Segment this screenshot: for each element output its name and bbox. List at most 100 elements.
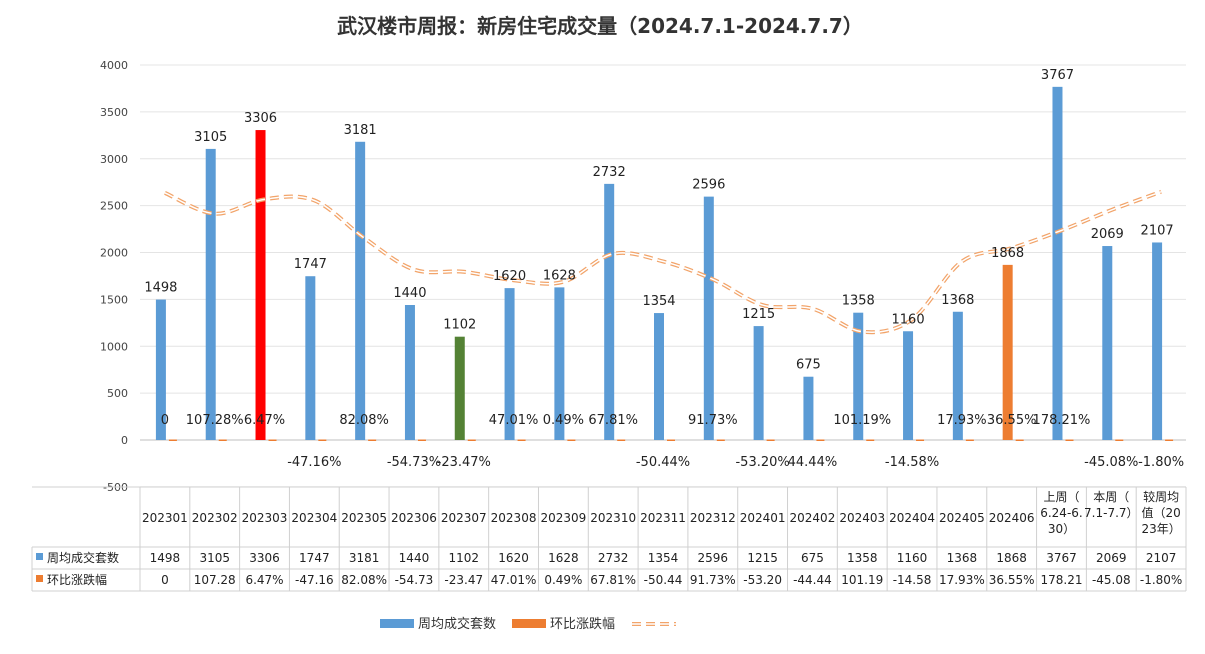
- bar: [803, 376, 814, 440]
- table-header-cell: 6.24-6.: [1040, 506, 1083, 520]
- legend-label: 周均成交套数: [418, 616, 496, 632]
- y-tick-label: 3500: [100, 106, 128, 119]
- table-cell: 1358: [847, 551, 878, 565]
- bar: [305, 276, 316, 440]
- pct-label: -45.08%: [1084, 455, 1138, 470]
- pct-bar: [1165, 439, 1174, 441]
- pct-bar: [1065, 439, 1074, 441]
- bar: [1152, 242, 1163, 440]
- value-label: 1620: [493, 269, 526, 284]
- table-header-cell: 202309: [540, 511, 586, 525]
- table-header-cell: 202311: [640, 511, 686, 525]
- pct-bar: [268, 439, 277, 441]
- table-cell: -53.20: [743, 573, 782, 587]
- bar: [1002, 264, 1013, 440]
- table-cell: 91.73%: [690, 573, 736, 587]
- table-header-cell: 7.1-7.7）: [1084, 506, 1139, 520]
- y-tick-label: 2500: [100, 200, 128, 213]
- table-cell: 1628: [548, 551, 579, 565]
- pct-label: 178.21%: [1033, 413, 1091, 428]
- table-cell: -23.47: [444, 573, 483, 587]
- pct-label: 107.28%: [186, 413, 244, 428]
- y-tick-label: 500: [107, 387, 128, 400]
- pct-label: 47.01%: [489, 413, 539, 428]
- table-cell: 0: [161, 573, 169, 587]
- value-label: 1440: [393, 286, 426, 301]
- table-cell: 1215: [747, 551, 778, 565]
- pct-label: -14.58%: [885, 455, 939, 470]
- table-header-cell: 202305: [341, 511, 387, 525]
- table-cell: -1.80%: [1140, 573, 1182, 587]
- bar: [654, 313, 664, 440]
- pct-label: 0.49%: [543, 413, 584, 428]
- table-cell: 1368: [947, 551, 978, 565]
- trendline-group: [164, 189, 1162, 335]
- pct-bar: [1015, 439, 1024, 441]
- table-header-cell: 值（20: [1141, 505, 1180, 520]
- value-label: 1747: [294, 257, 327, 272]
- y-tick-label: 4000: [100, 59, 128, 72]
- y-tick-label: 3000: [100, 153, 128, 166]
- value-label: 3105: [194, 130, 227, 145]
- value-label: 1628: [543, 268, 576, 283]
- pct-label: 101.19%: [833, 413, 891, 428]
- value-label: 2069: [1091, 227, 1124, 242]
- bar: [1052, 86, 1063, 440]
- bar: [155, 299, 166, 440]
- pct-label: -50.44%: [636, 455, 690, 470]
- legend-swatch: [380, 619, 414, 628]
- row-label: 周均成交套数: [47, 550, 119, 565]
- value-label: 3181: [344, 123, 377, 138]
- table-cell: 2596: [698, 551, 729, 565]
- bar: [504, 288, 515, 440]
- pct-bar: [168, 439, 177, 441]
- pct-label: 17.93%: [937, 413, 987, 428]
- table-header-cell: 202308: [491, 511, 537, 525]
- pct-bar: [417, 439, 426, 441]
- table-cell: -54.73: [395, 573, 434, 587]
- bar: [554, 287, 565, 440]
- table-cell: -45.08: [1092, 573, 1131, 587]
- table-header-cell: 202406: [989, 511, 1035, 525]
- value-label: 1868: [991, 246, 1024, 261]
- table-header-cell: 202401: [740, 511, 786, 525]
- table-cell: -50.44: [644, 573, 683, 587]
- legend-swatch: [512, 619, 546, 628]
- value-label: 1498: [144, 281, 177, 296]
- chart-title: 武汉楼市周报：新房住宅成交量（2024.7.1-2024.7.7）: [337, 14, 863, 38]
- value-label: 1160: [892, 312, 925, 327]
- trendline-inner: [164, 191, 1162, 333]
- table-cell: -47.16: [295, 573, 334, 587]
- table-cell: 1747: [299, 551, 330, 565]
- table-header-cell: 23年）: [1141, 522, 1180, 536]
- table-header-cell: 202405: [939, 511, 985, 525]
- table-cell: 3767: [1046, 551, 1077, 565]
- bar: [703, 196, 714, 440]
- table-cell: 36.55%: [989, 573, 1035, 587]
- pct-label: 44.44%: [788, 455, 838, 470]
- bar: [903, 331, 914, 440]
- y-tick-label: 0: [121, 434, 128, 447]
- row-key-icon: [36, 553, 43, 560]
- table-cell: 3105: [199, 551, 230, 565]
- bar: [454, 336, 465, 440]
- pct-bar: [1115, 439, 1124, 441]
- pct-bar: [716, 439, 725, 441]
- pct-label: 91.73%: [688, 413, 738, 428]
- table-cell: 1102: [448, 551, 479, 565]
- table-cell: 0.49%: [544, 573, 582, 587]
- value-label: 1215: [742, 307, 775, 322]
- table-header-cell: 本周（: [1093, 490, 1129, 504]
- table-cell: 1160: [897, 551, 928, 565]
- table-header-cell: 202310: [590, 511, 636, 525]
- pct-label: -54.73%: [387, 455, 441, 470]
- data-table: 202301 202302 202303 202304 202305 202306 2023…: [31, 486, 1187, 592]
- bar-series: [155, 86, 1174, 441]
- legend: 周均成交套数 环比涨跌幅: [380, 616, 676, 632]
- value-label: 2596: [692, 178, 725, 193]
- y-tick-label: 1000: [100, 340, 128, 353]
- table-header-cell: 上周（: [1043, 490, 1079, 504]
